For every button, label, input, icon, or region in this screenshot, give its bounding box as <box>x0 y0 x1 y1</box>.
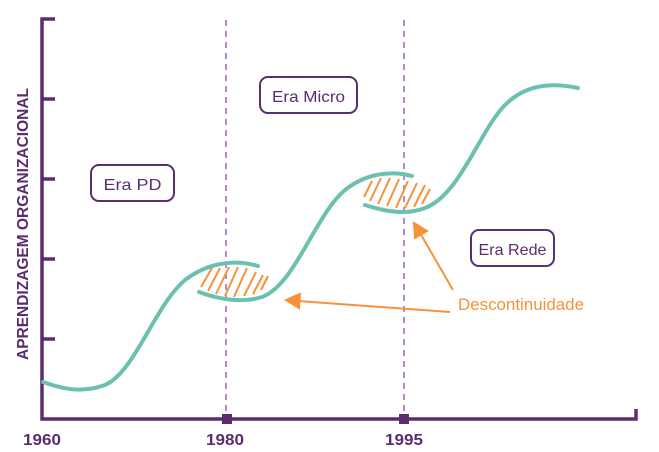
era-micro-box: Era Micro <box>259 76 358 114</box>
y-axis-label: APRENDIZAGEM ORGANIZACIONAL <box>15 88 32 360</box>
discontinuity-arrows <box>283 221 454 313</box>
era-micro-label: Era Micro <box>272 89 345 106</box>
curve-era-rede <box>363 83 580 214</box>
discontinuity-label: Descontinuidade <box>458 295 584 314</box>
x-tick-label-1960: 1960 <box>23 432 61 449</box>
discontinuity-hatch-1980 <box>200 266 269 298</box>
x-tick-1995 <box>399 414 409 424</box>
era-pd-label: Era PD <box>104 177 162 194</box>
arrow-head-left <box>283 292 302 310</box>
x-tick-label-1995: 1995 <box>385 432 423 449</box>
arrow-head-up <box>412 221 429 240</box>
era-rede-label: Era Rede <box>479 242 547 259</box>
axes <box>40 17 638 421</box>
y-axis <box>40 17 638 421</box>
learning-curves <box>41 83 580 392</box>
era-rede-box: Era Rede <box>470 229 555 267</box>
curve-era-pd <box>41 260 260 392</box>
x-tick-label-1980: 1980 <box>206 432 244 449</box>
discontinuity-hatch-1995 <box>363 177 431 209</box>
x-tick-1980 <box>222 414 232 424</box>
era-pd-box: Era PD <box>90 164 175 202</box>
curve-era-micro <box>197 171 414 303</box>
